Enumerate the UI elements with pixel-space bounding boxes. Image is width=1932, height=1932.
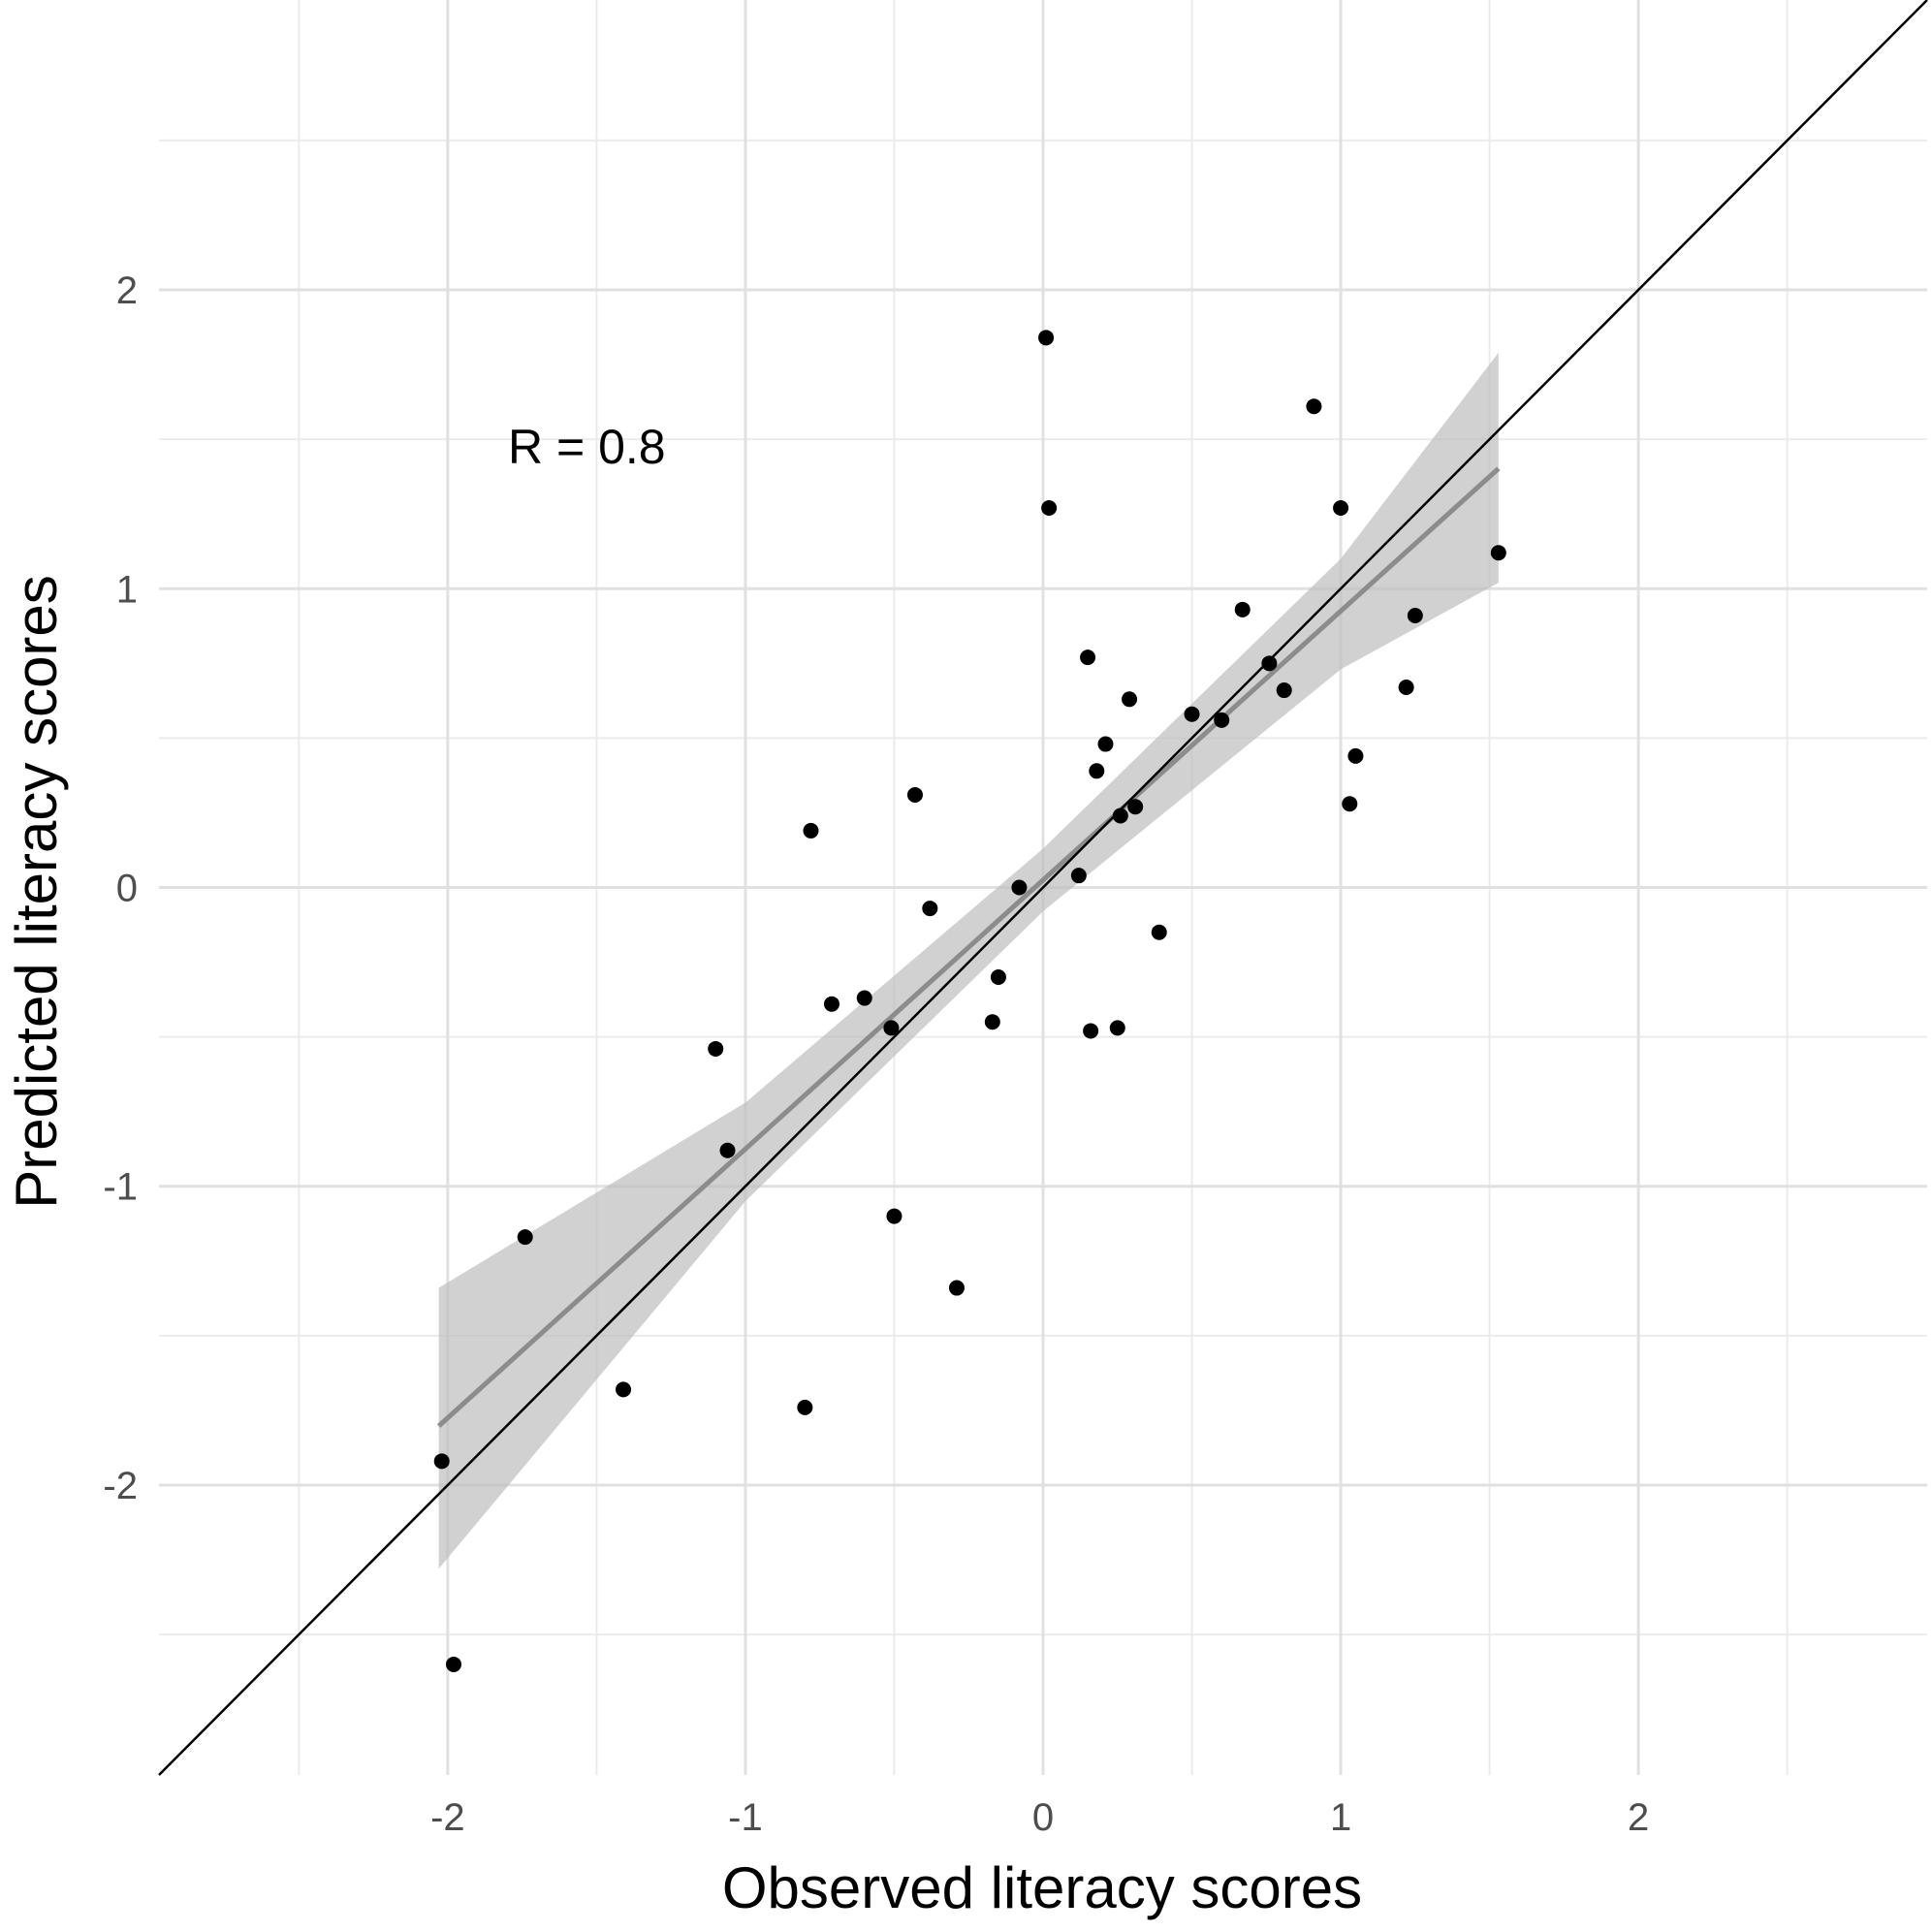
data-point — [984, 1014, 1000, 1030]
data-point — [1109, 1020, 1125, 1036]
regression-line — [436, 466, 1501, 1428]
data-point — [1070, 868, 1087, 884]
data-point — [803, 822, 819, 839]
data-point — [1407, 607, 1423, 623]
data-point — [446, 1656, 461, 1672]
x-tick-label: 0 — [1032, 1796, 1054, 1839]
y-tick-label: 2 — [116, 269, 138, 312]
data-point — [922, 901, 938, 917]
data-point — [1080, 649, 1096, 666]
data-point — [1490, 545, 1506, 561]
data-point — [1011, 879, 1028, 896]
data-point — [1234, 601, 1251, 618]
data-point — [1112, 808, 1128, 824]
data-point — [948, 1280, 965, 1296]
data-point — [1151, 924, 1167, 940]
y-tick-label: 1 — [116, 568, 138, 611]
data-point — [906, 786, 923, 803]
data-point — [1122, 691, 1138, 708]
data-point — [856, 990, 872, 1006]
x-tick-label: 2 — [1628, 1796, 1649, 1839]
data-point — [1041, 500, 1058, 517]
data-point — [1261, 655, 1278, 672]
data-point — [886, 1208, 903, 1224]
data-point — [1089, 763, 1105, 779]
identity-line-layer — [158, 0, 1928, 1776]
data-point — [1347, 747, 1364, 764]
correlation-annotation: R = 0.8 — [508, 420, 666, 474]
data-point — [1184, 706, 1200, 722]
data-point — [708, 1040, 724, 1057]
data-point — [1083, 1023, 1099, 1039]
y-tick-label: -2 — [103, 1465, 138, 1507]
x-tick-label: 1 — [1330, 1796, 1351, 1839]
data-point — [990, 968, 1006, 985]
data-point — [823, 996, 839, 1012]
y-axis-title: Predicted literacy scores — [4, 575, 69, 1209]
data-point — [1127, 799, 1144, 815]
data-point — [883, 1020, 900, 1036]
data-points-layer — [433, 330, 1506, 1672]
y-tick-labels: -2 -1 0 1 2 — [103, 269, 138, 1507]
y-tick-label: 0 — [116, 868, 138, 910]
y-tick-label: -1 — [103, 1166, 138, 1209]
data-point — [517, 1229, 533, 1246]
data-point — [719, 1142, 736, 1158]
data-point — [797, 1399, 813, 1415]
data-point — [1097, 736, 1114, 752]
data-point — [1306, 398, 1322, 415]
x-tick-label: -2 — [430, 1796, 465, 1839]
identity-line — [158, 0, 1928, 1776]
data-point — [433, 1453, 450, 1470]
data-point — [1276, 682, 1292, 699]
data-point — [1038, 330, 1055, 346]
data-point — [1214, 712, 1230, 728]
data-point — [1342, 796, 1358, 812]
x-tick-labels: -2 -1 0 1 2 — [430, 1796, 1649, 1839]
data-point — [1398, 679, 1414, 695]
regression-line-layer — [436, 466, 1501, 1428]
x-axis-title: Observed literacy scores — [722, 1855, 1362, 1920]
data-point — [1333, 500, 1349, 517]
data-point — [616, 1381, 632, 1398]
x-tick-label: -1 — [728, 1796, 763, 1839]
